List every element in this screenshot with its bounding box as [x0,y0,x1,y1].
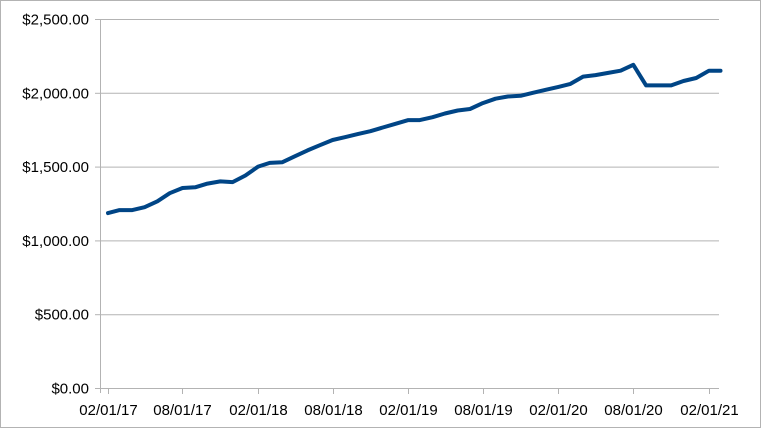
x-tick-label: 02/01/21 [680,402,738,419]
y-tick-label: $2,500.00 [22,12,89,29]
y-tick-label: $2,000.00 [22,85,89,102]
y-tick-label: $500.00 [35,307,89,324]
x-tick-label: 08/01/19 [454,402,512,419]
x-tick-label: 02/01/18 [229,402,287,419]
x-tick-label: 02/01/19 [379,402,437,419]
x-tick-label: 08/01/18 [304,402,362,419]
y-tick-label: $0.00 [51,381,89,398]
series-line [106,62,723,216]
x-tick-label: 08/01/17 [153,402,211,419]
x-tick-label: 02/01/20 [529,402,587,419]
x-tick-label: 08/01/20 [604,402,662,419]
y-tick-label: $1,500.00 [22,159,89,176]
x-tick-label: 02/01/17 [79,402,137,419]
y-tick-label: $1,000.00 [22,233,89,250]
